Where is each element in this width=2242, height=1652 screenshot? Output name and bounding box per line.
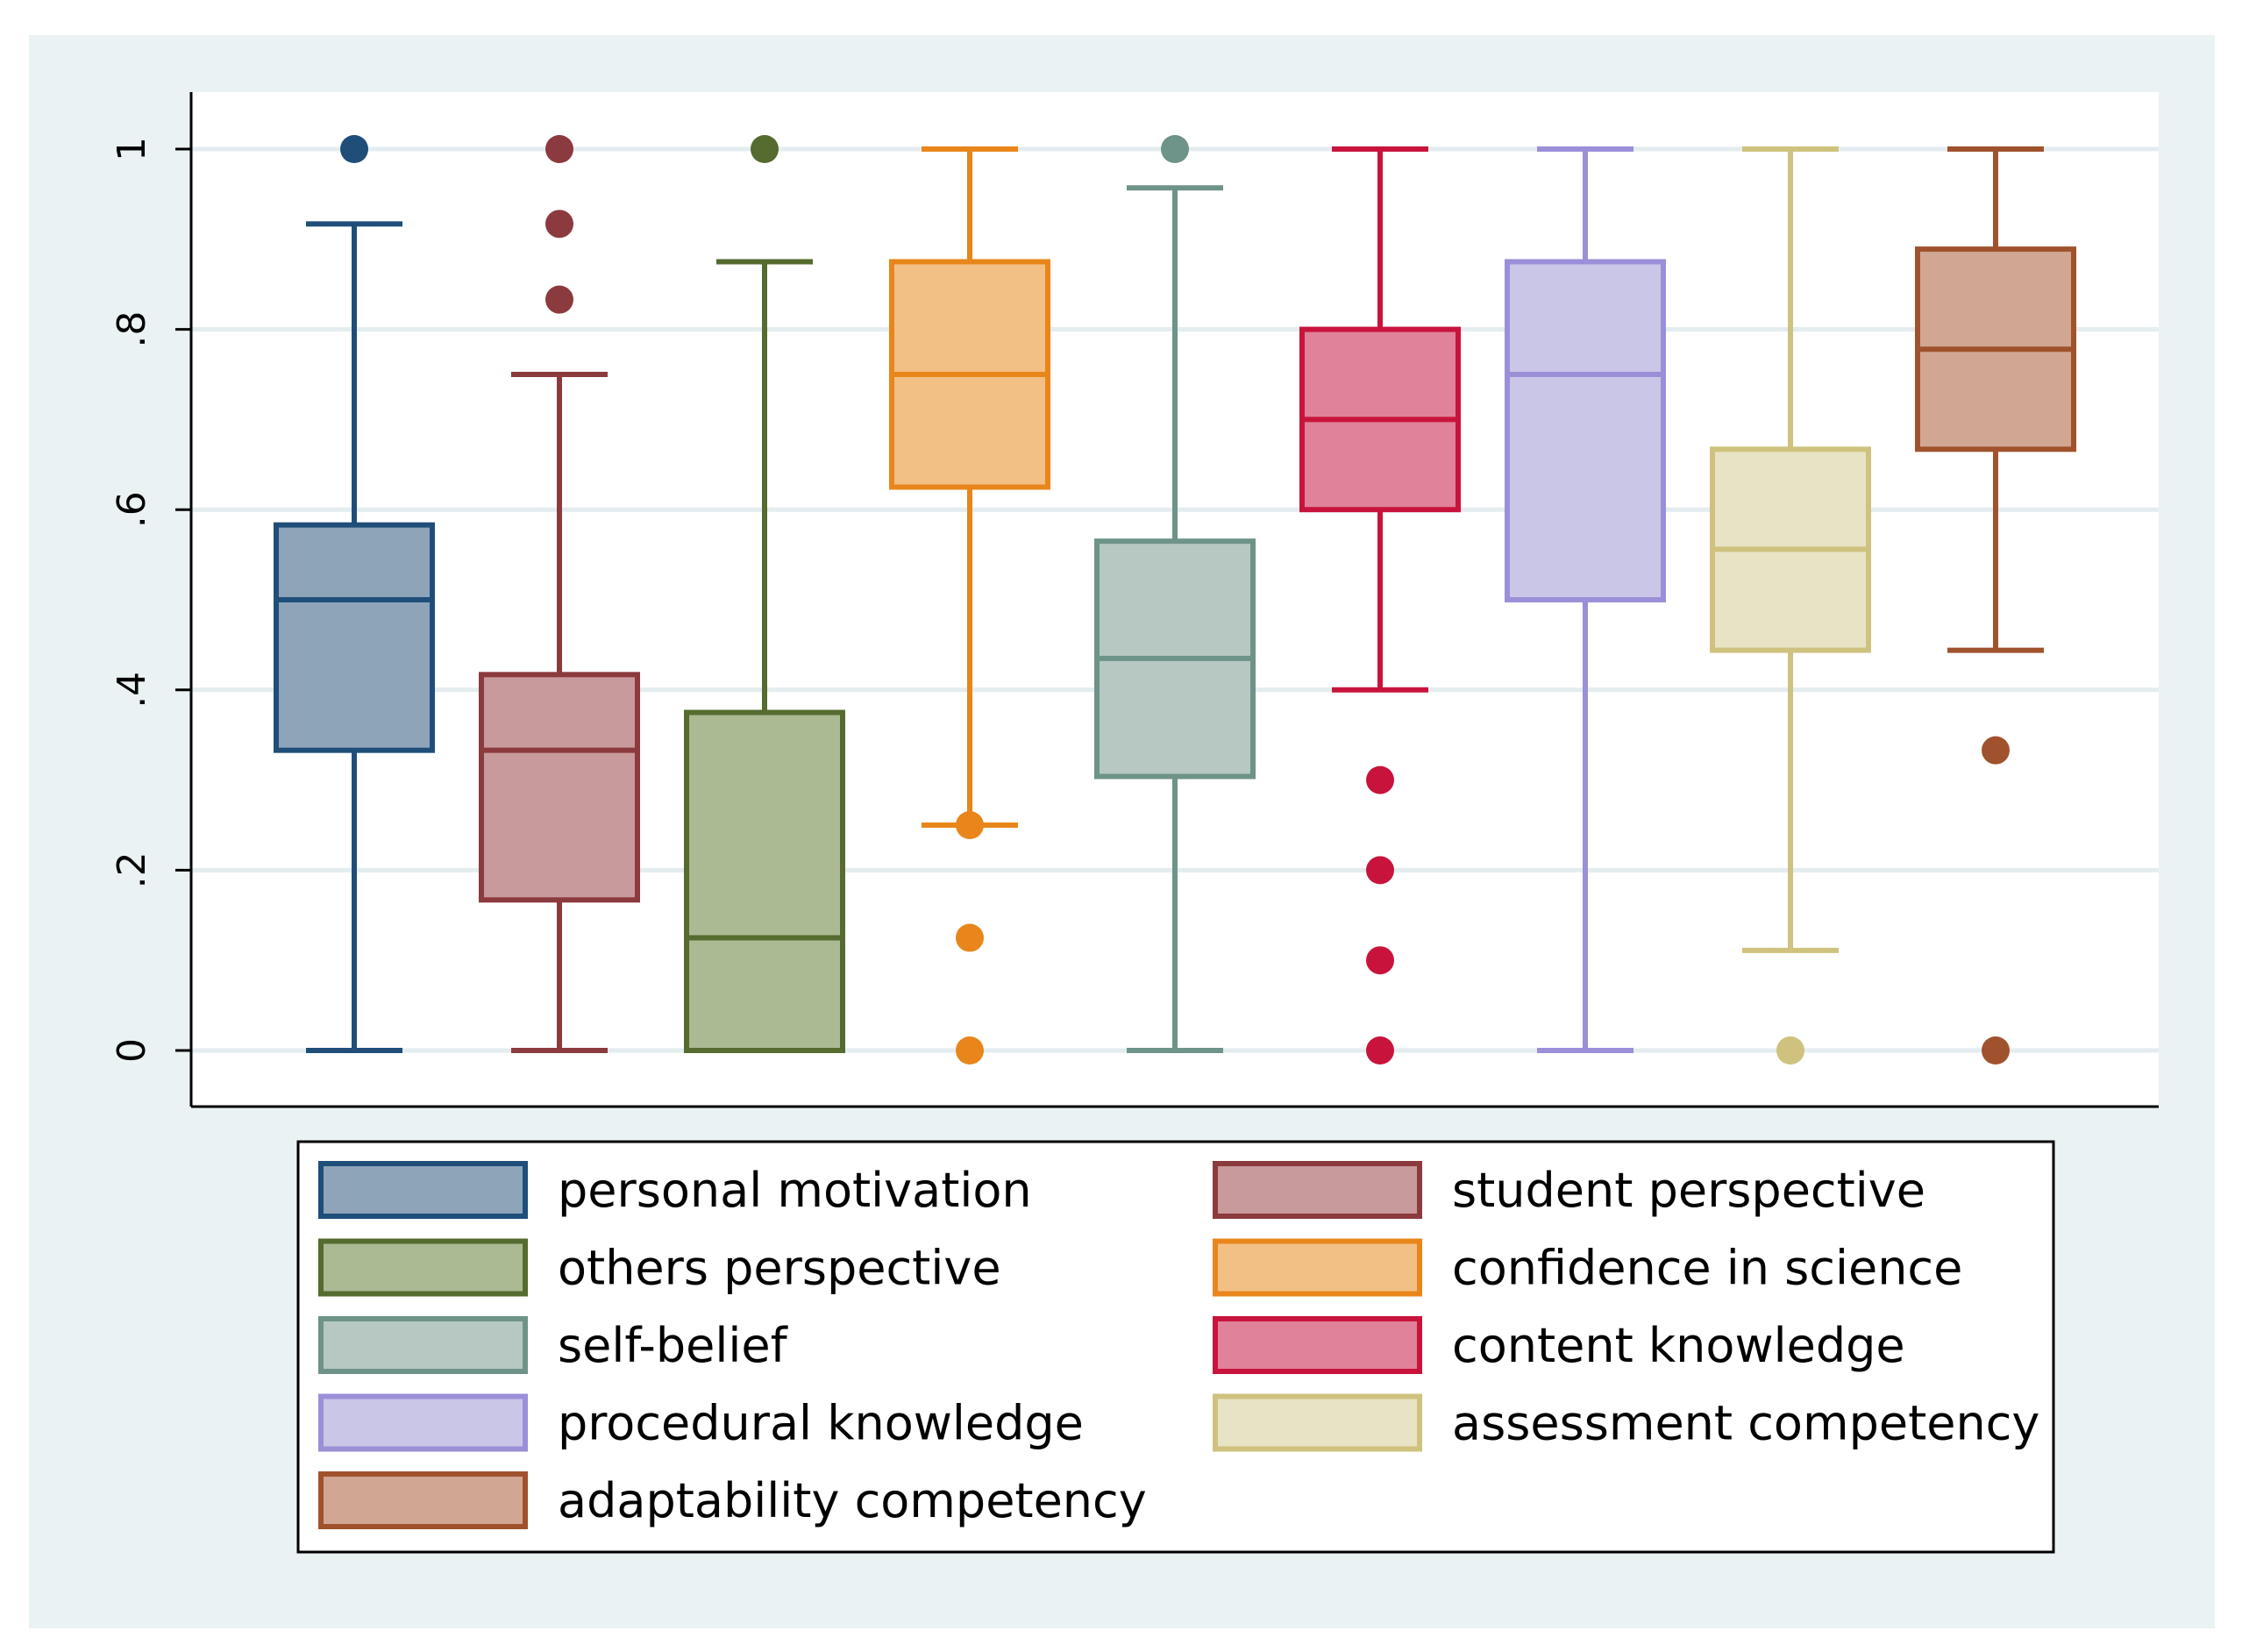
legend-swatch [1213, 1393, 1422, 1452]
legend-label: self-belief [558, 1318, 789, 1373]
outlier-point [1982, 1036, 2010, 1065]
outlier-point [1366, 1036, 1394, 1065]
legend-swatch [318, 1161, 528, 1219]
outlier-point [956, 1036, 984, 1065]
outlier-point [751, 135, 779, 163]
legend-label: content knowledge [1452, 1318, 1905, 1373]
outlier-point [1366, 856, 1394, 885]
outlier-point [1776, 1036, 1804, 1065]
legend-label: student perspective [1452, 1163, 1925, 1218]
y-tick-label: 0 [110, 1038, 154, 1063]
box-iqr [274, 522, 435, 753]
y-tick-label: .6 [110, 491, 154, 528]
legend-swatch [318, 1471, 528, 1529]
y-tick-label: .2 [110, 851, 154, 888]
outlier-point [956, 923, 984, 952]
outlier-point [956, 811, 984, 839]
outlier-point [1366, 765, 1394, 794]
legend-label: others perspective [558, 1241, 1001, 1296]
legend-swatch [318, 1393, 528, 1452]
box-iqr [684, 709, 845, 1053]
legend-swatch [318, 1316, 528, 1374]
box-iqr [1505, 259, 1666, 602]
legend [296, 1140, 2055, 1554]
legend-label: procedural knowledge [558, 1396, 1084, 1451]
outlier-point [545, 135, 573, 163]
outlier-point [545, 285, 573, 314]
y-tick-label: .8 [110, 311, 154, 348]
legend-label: personal motivation [558, 1163, 1032, 1218]
y-tick-label: .4 [110, 672, 154, 709]
outlier-point [1982, 736, 2010, 765]
legend-label: assessment competency [1452, 1396, 2039, 1451]
outlier-point [1366, 946, 1394, 975]
outlier-point [1161, 135, 1189, 163]
y-tick-label: 1 [110, 137, 154, 161]
legend-swatch [1213, 1161, 1422, 1219]
legend-swatch [318, 1238, 528, 1297]
outlier-point [545, 210, 573, 239]
legend-label: confidence in science [1452, 1241, 1962, 1296]
legend-label: adaptability competency [558, 1473, 1147, 1528]
box-iqr [479, 672, 640, 903]
outlier-point [340, 135, 368, 163]
legend-swatch [1213, 1316, 1422, 1374]
legend-swatch [1213, 1238, 1422, 1297]
